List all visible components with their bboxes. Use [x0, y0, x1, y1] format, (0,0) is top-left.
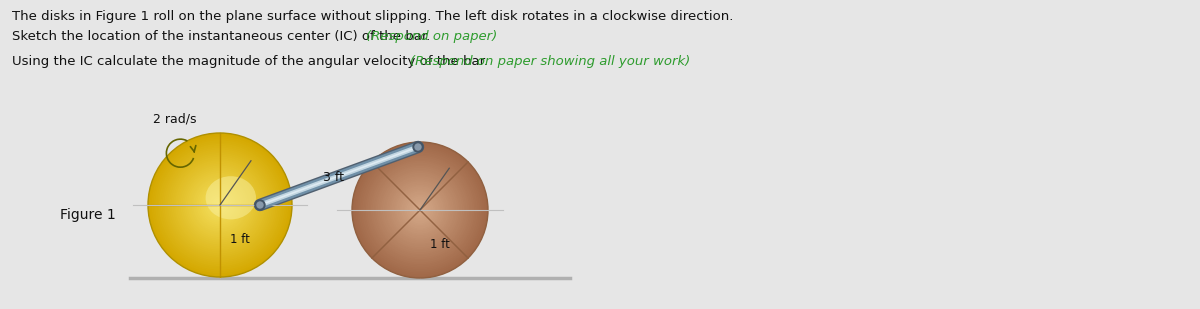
Ellipse shape	[358, 147, 482, 273]
Ellipse shape	[200, 185, 240, 225]
Text: (Respond on paper): (Respond on paper)	[366, 30, 498, 43]
Ellipse shape	[352, 142, 488, 278]
Text: The disks in Figure 1 roll on the plane surface without slipping. The left disk : The disks in Figure 1 roll on the plane …	[12, 10, 733, 23]
Ellipse shape	[161, 146, 280, 265]
Circle shape	[257, 202, 263, 208]
Text: 2 rad/s: 2 rad/s	[154, 112, 197, 125]
Ellipse shape	[380, 171, 460, 249]
Circle shape	[413, 142, 424, 152]
Ellipse shape	[198, 184, 241, 226]
Ellipse shape	[169, 154, 270, 256]
Ellipse shape	[374, 164, 466, 256]
Ellipse shape	[364, 154, 476, 266]
Ellipse shape	[148, 133, 292, 277]
Ellipse shape	[389, 180, 451, 241]
Ellipse shape	[384, 174, 456, 246]
Ellipse shape	[362, 152, 478, 268]
Ellipse shape	[175, 160, 265, 250]
Ellipse shape	[376, 166, 464, 254]
Ellipse shape	[202, 187, 238, 223]
Ellipse shape	[403, 193, 437, 227]
Ellipse shape	[197, 182, 244, 228]
Ellipse shape	[388, 178, 452, 242]
Ellipse shape	[359, 149, 481, 271]
Ellipse shape	[370, 159, 470, 261]
Ellipse shape	[407, 197, 433, 224]
Ellipse shape	[151, 137, 288, 273]
Ellipse shape	[191, 176, 248, 234]
Ellipse shape	[154, 138, 287, 272]
Ellipse shape	[354, 144, 486, 276]
Ellipse shape	[205, 176, 256, 219]
Ellipse shape	[172, 156, 269, 254]
Ellipse shape	[205, 191, 234, 219]
Ellipse shape	[179, 163, 262, 246]
Ellipse shape	[215, 200, 226, 210]
Text: Using the IC calculate the magnitude of the angular velocity of the bar.: Using the IC calculate the magnitude of …	[12, 55, 492, 68]
Text: Sketch the location of the instantaneous center (IC) of the bar.: Sketch the location of the instantaneous…	[12, 30, 434, 43]
Ellipse shape	[372, 163, 468, 258]
Ellipse shape	[419, 208, 421, 212]
Ellipse shape	[194, 180, 245, 230]
Circle shape	[415, 144, 421, 150]
Ellipse shape	[398, 188, 442, 232]
Ellipse shape	[379, 169, 461, 251]
Ellipse shape	[158, 144, 281, 266]
Ellipse shape	[208, 193, 233, 218]
Ellipse shape	[371, 161, 469, 259]
Ellipse shape	[150, 135, 290, 275]
Ellipse shape	[383, 173, 457, 248]
Ellipse shape	[378, 167, 462, 252]
Ellipse shape	[176, 162, 263, 248]
Ellipse shape	[400, 190, 440, 231]
Ellipse shape	[193, 178, 247, 232]
Ellipse shape	[166, 151, 274, 259]
Ellipse shape	[408, 198, 432, 222]
Ellipse shape	[401, 191, 439, 229]
Ellipse shape	[396, 186, 444, 234]
Ellipse shape	[204, 189, 236, 221]
Ellipse shape	[162, 147, 277, 263]
Ellipse shape	[413, 203, 427, 217]
Text: 3 ft: 3 ft	[323, 171, 344, 184]
Ellipse shape	[412, 201, 428, 218]
Text: 1 ft: 1 ft	[430, 238, 450, 251]
Text: 1 ft: 1 ft	[230, 233, 250, 246]
Ellipse shape	[180, 165, 259, 245]
Ellipse shape	[155, 140, 284, 270]
Ellipse shape	[366, 156, 474, 265]
Ellipse shape	[360, 150, 480, 269]
Ellipse shape	[392, 183, 448, 237]
Ellipse shape	[211, 196, 229, 214]
Ellipse shape	[187, 173, 252, 237]
Ellipse shape	[410, 200, 431, 220]
Text: (Respond on paper showing all your work): (Respond on paper showing all your work)	[410, 55, 690, 68]
Ellipse shape	[218, 203, 222, 207]
Ellipse shape	[184, 169, 256, 241]
Ellipse shape	[168, 153, 272, 257]
Ellipse shape	[395, 184, 445, 235]
Ellipse shape	[404, 195, 436, 225]
Ellipse shape	[391, 181, 449, 239]
Circle shape	[256, 200, 265, 210]
Text: Figure 1: Figure 1	[60, 208, 115, 222]
Ellipse shape	[386, 176, 454, 244]
Ellipse shape	[182, 167, 258, 243]
Ellipse shape	[355, 146, 485, 275]
Ellipse shape	[367, 157, 473, 263]
Ellipse shape	[157, 142, 283, 268]
Ellipse shape	[164, 149, 276, 261]
Ellipse shape	[212, 198, 227, 212]
Ellipse shape	[173, 158, 266, 252]
Ellipse shape	[190, 174, 251, 235]
Ellipse shape	[416, 207, 424, 214]
Ellipse shape	[216, 201, 223, 209]
Ellipse shape	[415, 205, 425, 215]
Ellipse shape	[209, 194, 230, 216]
Ellipse shape	[186, 171, 254, 239]
